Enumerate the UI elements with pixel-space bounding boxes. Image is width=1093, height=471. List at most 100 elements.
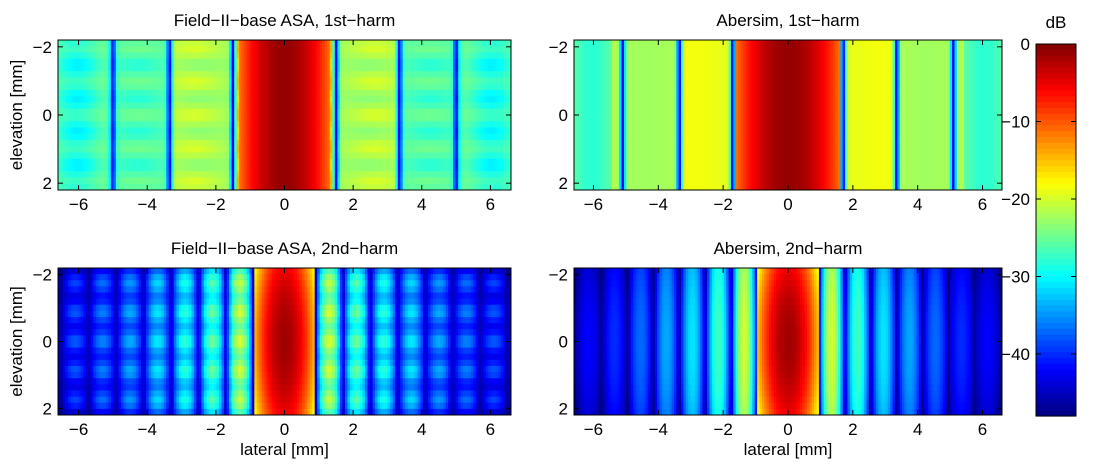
heatmap-cell [254,77,258,85]
heatmap-cell [505,146,510,154]
heatmap-cell [460,65,464,72]
heatmap-cell [68,133,72,141]
heatmap-cell [445,65,449,72]
heatmap-cell [372,108,376,116]
heatmap-cell [410,171,414,179]
heatmap-cell [256,77,260,85]
heatmap-cell [417,171,421,179]
heatmap-cell [171,46,175,54]
heatmap-cell [347,40,351,47]
heatmap-cell [241,165,245,172]
heatmap-cell [312,96,316,104]
heatmap-cell [110,102,114,110]
heatmap-cell [266,46,270,54]
heatmap-cell [178,102,182,110]
heatmap-cell [88,183,92,190]
heatmap-cell [302,140,306,147]
heatmap-cell [231,146,235,154]
heatmap-cell [198,158,203,166]
heatmap-cell [417,121,421,129]
heatmap-cell [231,165,235,172]
heatmap-cell [276,140,281,147]
heatmap-cell [458,158,462,166]
heatmap-cell [289,165,293,172]
heatmap-cell [249,177,253,185]
heatmap-cell [244,165,248,172]
heatmap-cell [183,127,187,135]
heatmap-cell [191,40,195,47]
heatmap-cell [123,152,127,160]
heatmap-cell [470,96,474,104]
heatmap-cell [196,183,200,190]
heatmap-cell [88,40,92,47]
heatmap-cell [151,121,155,129]
heatmap-cell [193,102,198,110]
heatmap-cell [73,158,77,166]
heatmap-cell [390,146,394,154]
heatmap-cell [380,146,384,154]
heatmap-cell [108,46,112,54]
heatmap-cell [125,83,130,91]
heatmap-cell [347,96,351,104]
heatmap-cell [138,71,142,79]
heatmap-cell [422,146,427,154]
heatmap-cell [156,40,160,47]
heatmap-cell [246,146,250,154]
heatmap-cell [818,52,822,60]
heatmap-cell [420,58,424,66]
heatmap-cell [226,140,230,147]
heatmap-cell [445,102,449,110]
heatmap-cell [975,40,979,47]
heatmap-cell [161,52,165,60]
heatmap-cell [231,127,235,135]
heatmap-cell [458,102,462,110]
heatmap-cell [890,40,894,47]
heatmap-cell [209,133,213,141]
heatmap-cell [354,140,359,147]
heatmap-cell [488,158,492,166]
heatmap-cell [196,121,200,129]
heatmap-cell [493,71,497,79]
heatmap-cell [410,177,414,185]
heatmap-cell [319,133,323,141]
heatmap-cell [500,140,505,147]
heatmap-cell [868,40,872,47]
heatmap-cell [203,115,208,122]
heatmap-cell [440,102,444,110]
heatmap-cell [281,58,286,66]
heatmap-cell [432,133,437,141]
heatmap-cell [173,152,177,160]
heatmap-cell [314,77,318,85]
heatmap-cell [138,165,142,172]
heatmap-cell [60,165,64,172]
heatmap-cell [505,90,510,97]
heatmap-cell [405,183,409,190]
heatmap-cell [276,58,281,66]
heatmap-cell [438,71,442,79]
heatmap-cell [360,52,364,60]
heatmap-cells [58,40,511,190]
heatmap-cell [602,58,606,66]
heatmap-cell [633,52,637,60]
heatmap-cell [427,152,432,160]
heatmap-cell [654,46,658,54]
heatmap-cell [251,183,255,190]
heatmap-cell [100,158,104,166]
heatmap-cell [105,96,109,104]
heatmap-cell [329,177,333,185]
heatmap-cell [171,115,175,122]
x-tick-label: −4 [138,195,157,214]
heatmap-cell [156,52,160,60]
heatmap-cell [797,52,801,60]
heatmap-cell [181,146,185,154]
heatmap-cell [412,58,416,66]
heatmap-cell [98,133,102,141]
heatmap-cell [146,121,150,129]
heatmap-cell [390,77,394,85]
heatmap-cell [897,52,901,60]
heatmap-cell [276,40,281,47]
heatmap-cell [468,183,472,190]
heatmap-cell [146,115,150,122]
heatmap-cell [241,71,245,79]
heatmap-cell [342,115,346,122]
